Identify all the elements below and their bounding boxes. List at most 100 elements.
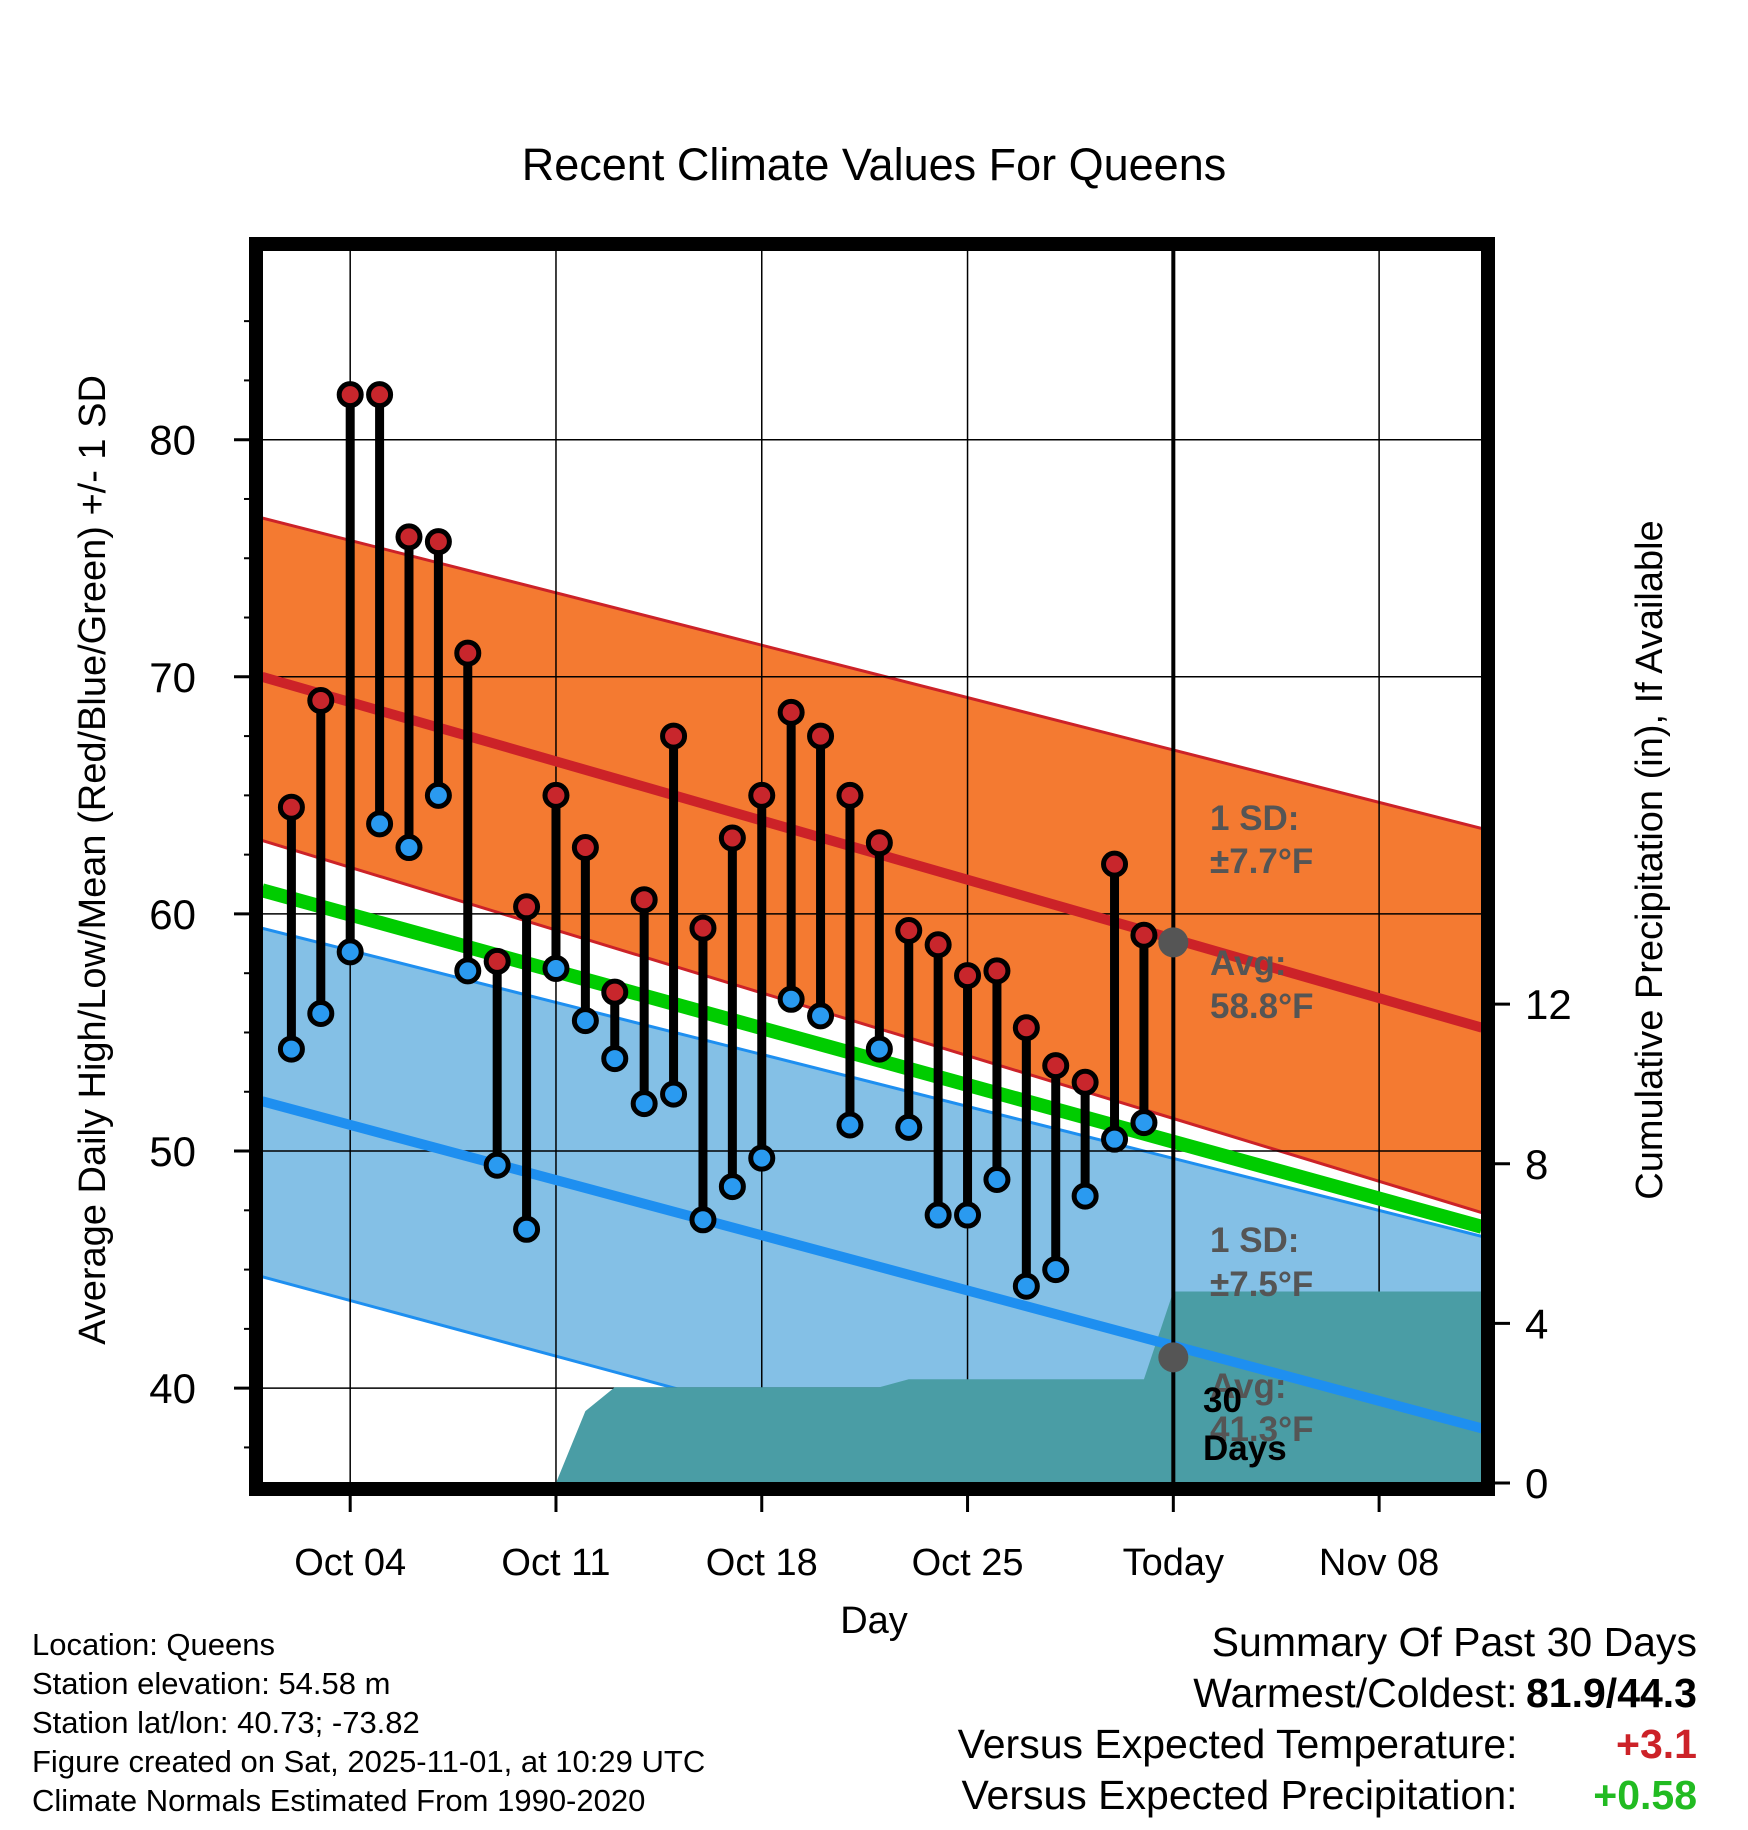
low-marker <box>454 957 482 985</box>
precipitation-area <box>555 1291 1482 1483</box>
precip-value: +0.58 <box>1593 1772 1697 1818</box>
day-bar <box>1042 1052 1070 1284</box>
low-marker <box>983 1165 1011 1193</box>
day-bar <box>424 528 452 809</box>
summary-panel: Summary Of Past 30 Days Warmest/Coldest:… <box>958 1617 1697 1821</box>
high-marker <box>542 781 570 809</box>
day-bar <box>307 687 335 1028</box>
low-marker <box>718 1173 746 1201</box>
y-right-tick-label: 4 <box>1525 1300 1548 1347</box>
days-label-number: 30 <box>1203 1381 1242 1420</box>
high-marker <box>277 793 305 821</box>
warmest-label: Warmest/Coldest: <box>1193 1670 1518 1716</box>
low-marker <box>1042 1256 1070 1284</box>
low-avg-label: Avg: <box>1210 1367 1286 1406</box>
high-marker <box>777 698 805 726</box>
location-text: Location: Queens <box>32 1627 276 1662</box>
y-axis-right-label: Cumulative Precipitation (in), If Availa… <box>1629 520 1671 1199</box>
high-avg-value: 58.8°F <box>1210 987 1314 1026</box>
day-bar <box>366 381 394 838</box>
high-marker <box>395 523 423 551</box>
day-bar <box>1012 1014 1040 1300</box>
low-marker <box>1130 1109 1158 1137</box>
day-bar <box>689 914 717 1234</box>
high-marker <box>454 639 482 667</box>
day-bar <box>1071 1068 1099 1210</box>
created-text: Figure created on Sat, 2025-11-01, at 10… <box>32 1744 706 1779</box>
plot-frame <box>249 237 1495 1496</box>
chart-title: Recent Climate Values For Queens <box>522 139 1227 190</box>
high-marker <box>336 381 364 409</box>
low-marker <box>424 781 452 809</box>
high-marker <box>983 957 1011 985</box>
x-axis-label: Day <box>840 1600 908 1642</box>
day-bar <box>454 639 482 985</box>
high-marker <box>689 914 717 942</box>
low-marker <box>865 1035 893 1063</box>
low-marker <box>630 1090 658 1118</box>
low-marker <box>336 938 364 966</box>
high-sd-band-upper-edge <box>262 516 1482 831</box>
day-bar <box>630 886 658 1118</box>
x-tick-label: Oct 11 <box>501 1542 610 1584</box>
low-marker <box>807 1002 835 1030</box>
high-marker <box>366 381 394 409</box>
precip-area-fill <box>555 1291 1482 1483</box>
today-high-normal-marker <box>1158 927 1189 958</box>
high-marker <box>924 931 952 959</box>
low-marker <box>660 1080 688 1108</box>
day-bar <box>336 381 364 966</box>
daily-bars <box>277 381 1158 1300</box>
today-markers <box>1158 927 1189 1373</box>
precip-label: Versus Expected Precipitation: <box>961 1772 1518 1818</box>
day-bar <box>660 722 688 1108</box>
high-sd-label: 1 SD: <box>1210 799 1299 838</box>
low-marker <box>954 1201 982 1229</box>
low-marker <box>1071 1182 1099 1210</box>
high-marker <box>1012 1014 1040 1042</box>
y-axis-left-label: Average Daily High/Low/Mean (Red/Blue/Gr… <box>72 375 114 1345</box>
y-right-tick-label: 0 <box>1525 1460 1548 1507</box>
y-left-tick-label: 80 <box>149 417 196 464</box>
day-bar <box>571 834 599 1035</box>
low-marker <box>601 1045 629 1073</box>
normals-text: Climate Normals Estimated From 1990-2020 <box>32 1783 646 1818</box>
high-marker <box>1042 1052 1070 1080</box>
station-info: Location: Queens Station elevation: 54.5… <box>32 1625 705 1820</box>
day-bar <box>895 917 923 1141</box>
annotations: 1 SD: ±7.7°F Avg: 58.8°F 1 SD: ±7.5°F Av… <box>1203 799 1314 1468</box>
high-marker <box>807 722 835 750</box>
y-right-tick-label: 12 <box>1525 981 1572 1028</box>
x-tick-label: Oct 18 <box>706 1542 818 1584</box>
days-label-word: Days <box>1203 1429 1287 1468</box>
high-marker <box>1071 1068 1099 1096</box>
low-marker <box>689 1206 717 1234</box>
high-marker <box>836 781 864 809</box>
day-bar <box>1130 921 1158 1137</box>
today-low-normal-marker <box>1158 1342 1189 1373</box>
warmest-value: 81.9/44.3 <box>1526 1670 1697 1716</box>
temp-value: +3.1 <box>1616 1721 1697 1767</box>
high-marker <box>513 893 541 921</box>
high-avg-label: Avg: <box>1210 944 1286 983</box>
low-marker <box>1101 1125 1129 1153</box>
high-marker <box>748 781 776 809</box>
high-marker <box>571 834 599 862</box>
day-bar <box>277 793 305 1063</box>
y-right-tick-label: 8 <box>1525 1141 1548 1188</box>
low-marker <box>395 834 423 862</box>
latlon-text: Station lat/lon: 40.73; -73.82 <box>32 1705 420 1740</box>
day-bar <box>777 698 805 1013</box>
x-tick-label: Oct 25 <box>912 1542 1024 1584</box>
y-left-tick-label: 40 <box>149 1365 196 1412</box>
day-bar <box>748 781 776 1172</box>
low-marker <box>777 985 805 1013</box>
day-bar <box>601 978 629 1073</box>
low-marker <box>483 1151 511 1179</box>
high-marker <box>660 722 688 750</box>
low-marker <box>513 1215 541 1243</box>
y-left-tick-label: 50 <box>149 1128 196 1175</box>
y-left-tick-label: 70 <box>149 654 196 701</box>
low-marker <box>748 1144 776 1172</box>
day-bar <box>865 829 893 1063</box>
